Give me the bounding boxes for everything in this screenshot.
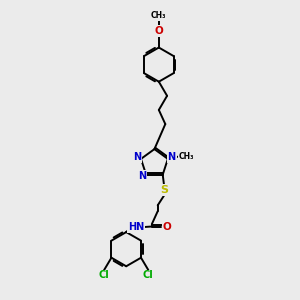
Text: Cl: Cl bbox=[99, 270, 110, 280]
Text: HN: HN bbox=[128, 222, 144, 232]
Text: S: S bbox=[160, 185, 168, 195]
Text: O: O bbox=[163, 221, 172, 232]
Text: Cl: Cl bbox=[143, 270, 154, 280]
Text: N: N bbox=[168, 152, 176, 162]
Text: N: N bbox=[133, 152, 141, 162]
Text: CH₃: CH₃ bbox=[151, 11, 166, 20]
Text: O: O bbox=[154, 26, 163, 36]
Text: CH₃: CH₃ bbox=[179, 152, 194, 161]
Text: N: N bbox=[138, 171, 146, 181]
